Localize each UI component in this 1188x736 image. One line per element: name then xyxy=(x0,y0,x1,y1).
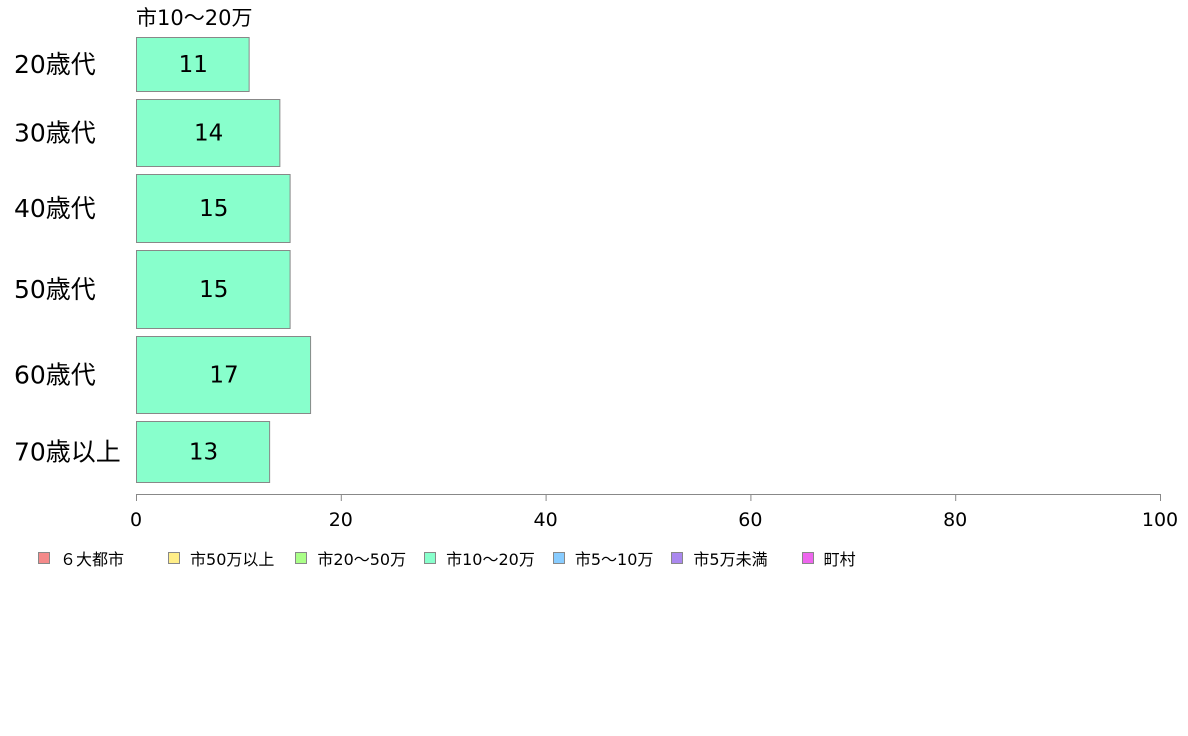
chart-legend: ６大都市 市50万以上 市20〜50万 市10〜20万 市5〜10万 市5万未満 町村 xyxy=(38,546,856,570)
legend-label: 町村 xyxy=(823,550,856,569)
bar-data-label: 15 xyxy=(199,196,228,222)
legend-item: 町村 xyxy=(801,546,856,570)
bar-data-label: 17 xyxy=(209,363,238,389)
bar-data-label: 14 xyxy=(194,121,223,147)
bar xyxy=(136,336,312,414)
legend-item: ６大都市 xyxy=(38,546,124,570)
legend-label: ６大都市 xyxy=(60,550,125,569)
chart-subtitle: 市10〜20万 xyxy=(136,6,252,30)
x-tick-label: 60 xyxy=(738,509,762,531)
legend-label: 市5〜10万 xyxy=(574,550,654,569)
legend-swatch xyxy=(38,552,50,564)
legend-item: 市5〜10万 xyxy=(552,546,654,570)
x-tick-label: 80 xyxy=(943,509,967,531)
bar xyxy=(136,174,291,243)
category-label: 60歳代 xyxy=(14,361,96,390)
legend-label: 市50万以上 xyxy=(190,550,275,569)
bar-data-label: 11 xyxy=(179,52,208,78)
legend-swatch xyxy=(552,552,565,564)
legend-swatch xyxy=(424,552,437,564)
category-label: 30歳代 xyxy=(14,119,96,148)
category-label: 20歳代 xyxy=(14,50,96,79)
bar xyxy=(136,37,250,92)
legend-item: 市50万以上 xyxy=(168,546,274,570)
legend-item: 市20〜50万 xyxy=(295,546,406,570)
legend-swatch xyxy=(295,552,308,564)
bar xyxy=(136,250,291,329)
x-tick-label: 20 xyxy=(329,509,353,531)
legend-swatch xyxy=(671,552,684,564)
legend-label: 市20〜50万 xyxy=(317,550,407,569)
legend-swatch xyxy=(168,552,181,564)
bar-data-label: 13 xyxy=(189,440,218,466)
bar xyxy=(136,421,271,483)
x-tick-label: 100 xyxy=(1142,509,1178,531)
x-tick-label: 0 xyxy=(130,509,142,531)
category-label: 40歳代 xyxy=(14,194,96,223)
category-label: 70歳以上 xyxy=(14,438,121,467)
bar-data-label: 15 xyxy=(199,277,228,303)
legend-label: 市10〜20万 xyxy=(446,550,535,569)
legend-item: 市10〜20万 xyxy=(424,546,535,570)
legend-swatch xyxy=(801,552,814,564)
x-tick-label: 40 xyxy=(534,509,558,531)
legend-label: 市5万未満 xyxy=(693,550,768,569)
bar xyxy=(136,99,281,167)
legend-item: 市5万未満 xyxy=(671,546,768,570)
category-label: 50歳代 xyxy=(14,275,96,304)
